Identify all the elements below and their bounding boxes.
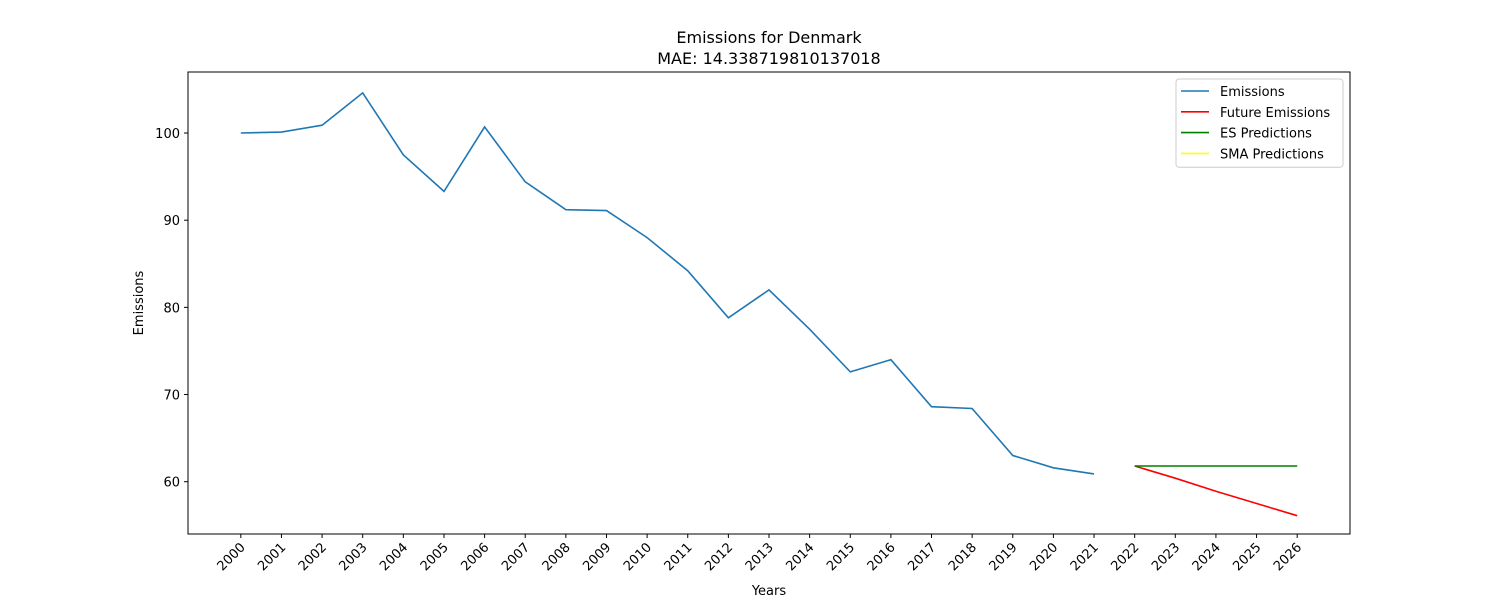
series-line-0 — [240, 91, 1095, 475]
x-tick-label: 2002 — [296, 540, 330, 574]
legend-label: Emissions — [1220, 85, 1285, 100]
x-tick-label: 2006 — [458, 540, 492, 574]
x-tick-label: 2012 — [702, 540, 736, 574]
x-tick-label: 2005 — [418, 540, 452, 574]
x-tick-label: 2014 — [783, 540, 817, 574]
y-tick-label: 100 — [155, 127, 180, 142]
x-tick-label: 2009 — [580, 540, 614, 574]
y-tick-label: 80 — [163, 301, 180, 316]
y-axis-label: Emissions — [132, 270, 147, 335]
x-tick-label: 2025 — [1230, 540, 1264, 574]
x-tick-label: 2018 — [946, 540, 980, 574]
x-tick-label: 2017 — [905, 540, 939, 574]
x-tick-label: 2011 — [662, 540, 696, 574]
x-tick-label: 2000 — [215, 540, 249, 574]
y-tick-label: 70 — [163, 389, 180, 404]
y-axis: 60 70 80 90 100 — [155, 127, 188, 491]
x-tick-label: 2004 — [377, 540, 411, 574]
x-tick-label: 2022 — [1108, 540, 1142, 574]
x-tick-label: 2020 — [1027, 540, 1061, 574]
chart-title: Emissions for Denmark — [676, 28, 862, 47]
x-tick-label: 2023 — [1149, 540, 1183, 574]
x-tick-label: 2008 — [540, 540, 574, 574]
x-axis-label: Years — [751, 584, 787, 599]
y-tick-label: 60 — [163, 476, 180, 491]
x-tick-label: 2024 — [1190, 540, 1224, 574]
x-tick-label: 2015 — [824, 540, 858, 574]
x-tick-label: 2019 — [987, 540, 1021, 574]
x-tick-label: 2010 — [621, 540, 655, 574]
legend-box — [1175, 78, 1344, 168]
x-tick-label: 2016 — [865, 540, 899, 574]
series-layer — [240, 91, 1298, 517]
y-tick-label: 90 — [163, 214, 180, 229]
legend-label: Future Emissions — [1220, 106, 1330, 121]
x-axis: 2000 2001 2002 2003 2004 2005 2006 2007 2008 2009… — [215, 534, 1305, 574]
x-tick-label: 2001 — [255, 540, 289, 574]
chart-subtitle: MAE: 14.338719810137018 — [657, 49, 880, 68]
legend-label: ES Predictions — [1220, 127, 1312, 142]
x-tick-label: 2007 — [499, 540, 533, 574]
legend: Emissions Future Emissions ES Predictions S… — [1175, 78, 1344, 168]
x-tick-label: 2026 — [1271, 540, 1305, 574]
series-line-1 — [1134, 465, 1298, 517]
x-tick-label: 2021 — [1068, 540, 1102, 574]
legend-label: SMA Predictions — [1220, 147, 1324, 162]
x-tick-label: 2013 — [743, 540, 777, 574]
x-tick-label: 2003 — [337, 540, 371, 574]
